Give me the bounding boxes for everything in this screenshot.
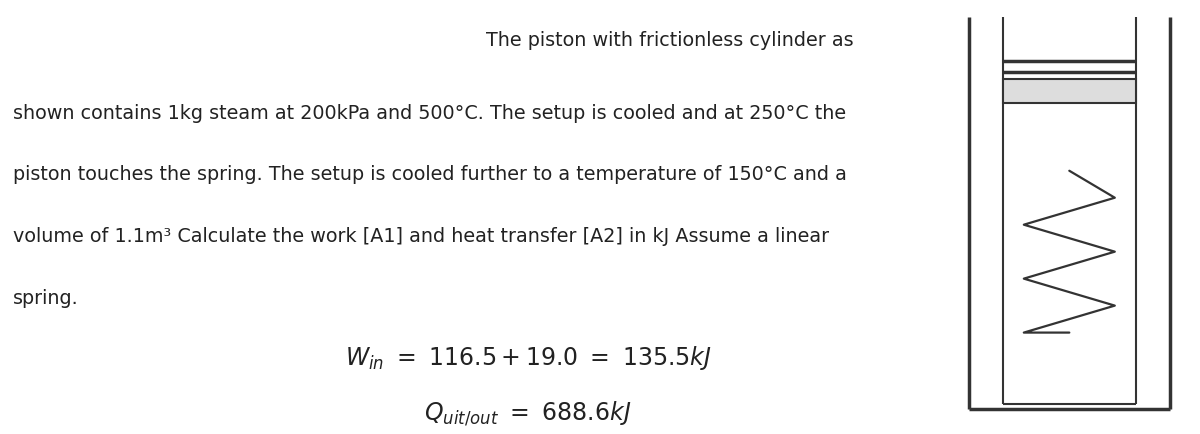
Text: The piston with frictionless cylinder as: The piston with frictionless cylinder as (486, 31, 854, 50)
Bar (1003, 80, 1135, 103)
Text: shown contains 1kg steam at 200kPa and 500°C. The setup is cooled and at 250°C t: shown contains 1kg steam at 200kPa and 5… (13, 103, 846, 122)
Text: spring.: spring. (13, 288, 79, 307)
Text: piston touches the spring. The setup is cooled further to a temperature of 150°C: piston touches the spring. The setup is … (13, 165, 847, 184)
Text: $Q_{uit/out}\ =\ 688.6kJ$: $Q_{uit/out}\ =\ 688.6kJ$ (425, 399, 632, 427)
Text: $W_{in}\ =\ 116.5 + 19.0\ =\ 135.5kJ$: $W_{in}\ =\ 116.5 + 19.0\ =\ 135.5kJ$ (344, 343, 712, 372)
Text: volume of 1.1m³ Calculate the work [A1] and heat transfer [A2] in kJ Assume a li: volume of 1.1m³ Calculate the work [A1] … (13, 227, 829, 246)
